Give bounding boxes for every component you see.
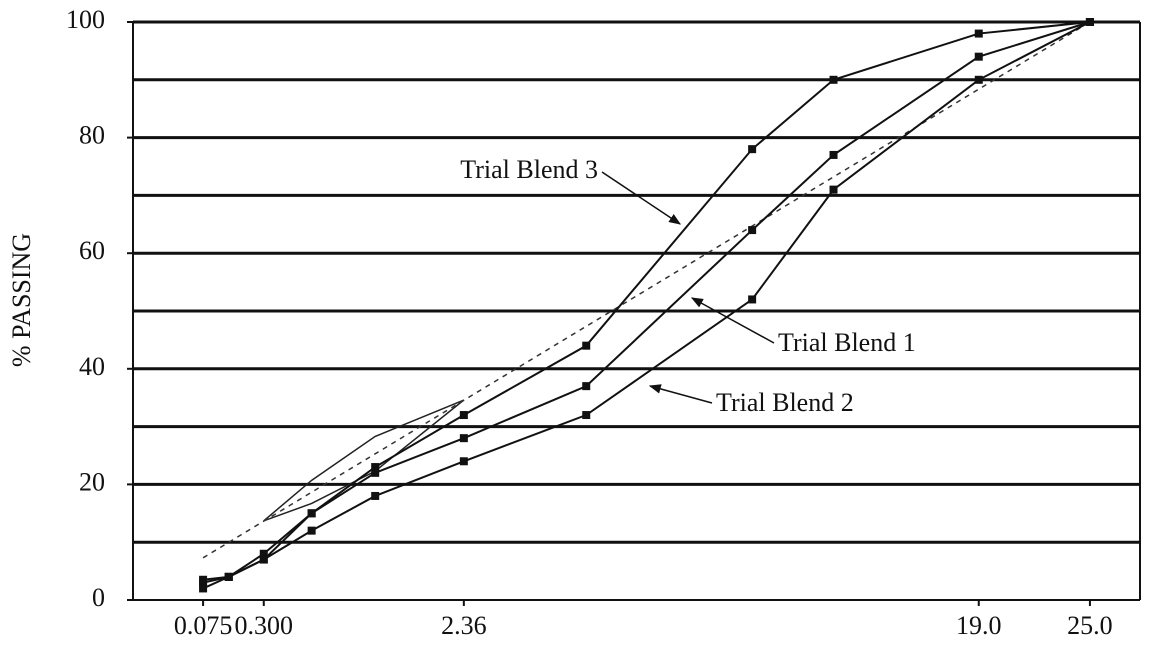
point xyxy=(459,411,468,420)
point xyxy=(582,382,591,391)
point xyxy=(459,434,468,443)
series-line xyxy=(202,21,1091,584)
y-tick-label: 40 xyxy=(79,352,105,381)
point xyxy=(307,526,316,535)
point xyxy=(748,145,757,154)
y-axis-label: % PASSING xyxy=(7,233,36,367)
annotation-arrow xyxy=(690,297,775,344)
point xyxy=(974,29,983,38)
point xyxy=(1085,18,1094,26)
series-label: Trial Blend 1 xyxy=(778,328,916,357)
series-line xyxy=(202,21,1091,581)
max-density-line xyxy=(202,21,1091,559)
point xyxy=(307,509,316,518)
point xyxy=(748,226,757,235)
point xyxy=(829,185,838,194)
point xyxy=(259,555,268,564)
x-tick-label: 0.075 xyxy=(174,611,233,640)
point xyxy=(974,52,983,61)
x-tick-label: 2.36 xyxy=(441,611,487,640)
point xyxy=(829,75,838,84)
point xyxy=(582,411,591,420)
point xyxy=(224,572,233,581)
point xyxy=(974,75,983,84)
point xyxy=(829,150,838,159)
x-tick-label: 0.300 xyxy=(235,611,294,640)
point xyxy=(459,457,468,466)
series-label: Trial Blend 2 xyxy=(716,388,854,417)
point xyxy=(582,341,591,350)
point xyxy=(371,463,380,472)
y-tick-label: 0 xyxy=(92,583,105,612)
point xyxy=(199,578,208,587)
series-line xyxy=(202,21,1091,590)
annotation-arrow xyxy=(648,384,713,404)
y-tick-label: 80 xyxy=(79,121,105,150)
annotation-arrow xyxy=(601,171,681,225)
point xyxy=(748,295,757,304)
y-tick-label: 100 xyxy=(66,5,105,34)
point xyxy=(259,549,268,558)
x-tick-label: 19.0 xyxy=(956,611,1002,640)
point xyxy=(371,491,380,500)
y-tick-label: 60 xyxy=(79,236,105,265)
x-tick-label: 25.0 xyxy=(1067,611,1113,640)
y-tick-label: 20 xyxy=(79,467,105,496)
point xyxy=(371,468,380,477)
point xyxy=(199,584,208,593)
series-label: Trial Blend 3 xyxy=(460,155,598,184)
